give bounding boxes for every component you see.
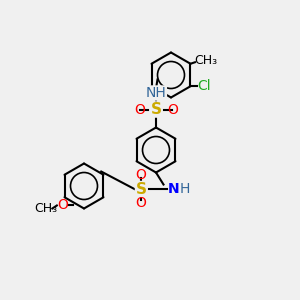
Text: CH₃: CH₃: [34, 202, 57, 215]
Text: S: S: [136, 182, 146, 196]
Text: O: O: [136, 168, 146, 182]
Text: S: S: [151, 102, 161, 117]
Text: NH: NH: [146, 86, 167, 100]
Text: O: O: [136, 196, 146, 210]
Text: CH₃: CH₃: [194, 54, 217, 67]
Text: N: N: [168, 182, 179, 196]
Text: O: O: [167, 103, 178, 116]
Text: Cl: Cl: [197, 79, 211, 93]
Text: H: H: [179, 182, 190, 196]
Text: O: O: [134, 103, 145, 116]
Text: O: O: [57, 199, 68, 212]
